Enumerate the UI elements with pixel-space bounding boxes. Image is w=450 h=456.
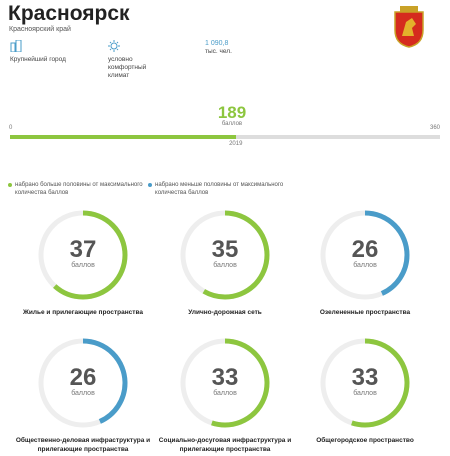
gauge-value: 33 <box>351 364 379 391</box>
gauge-value: 33 <box>211 364 239 391</box>
progress-bar <box>10 135 236 139</box>
year: 2019 <box>229 141 243 147</box>
gauge-ring <box>38 338 128 428</box>
progress-track <box>10 135 440 139</box>
legend-label: набрано больше половины от максимального… <box>15 182 143 196</box>
gauge: 35 баллов Улично-дорожная сеть <box>155 208 295 317</box>
fact-value: 1 090,8 <box>205 40 229 47</box>
gauge: 37 баллов Жилье и прилегающие пространства <box>13 208 153 317</box>
gauge-ring <box>180 210 270 300</box>
fact-label: условно комфортный климат <box>108 56 147 79</box>
gauge-label: Общественно-деловая инфраструктура и при… <box>15 437 151 453</box>
gauge-label: Жилье и прилегающие пространства <box>23 309 143 316</box>
region: Красноярский край <box>9 26 71 33</box>
gauge-arc <box>320 338 410 428</box>
icon-climate <box>108 40 120 52</box>
gauge-unit: баллов <box>213 262 237 269</box>
gauge-ring <box>38 210 128 300</box>
score-value: 189 <box>217 103 247 122</box>
legend-dot <box>8 183 12 187</box>
fact-label: Крупнейший город <box>10 56 66 63</box>
coat-of-arms <box>394 6 424 48</box>
gauge-value: 26 <box>69 364 97 391</box>
gauge-value: 35 <box>211 236 239 263</box>
gauge-value: 37 <box>69 236 97 263</box>
gauge: 33 баллов Социально-досуговая инфраструкту… <box>155 336 295 454</box>
gauge-unit: баллов <box>353 390 377 397</box>
gauge-arc <box>180 338 270 428</box>
gauge-unit: баллов <box>353 262 377 269</box>
fact: 1 090,8 тыс. чел. <box>205 40 285 56</box>
gauge-unit: баллов <box>71 262 95 269</box>
legend-label: набрано меньше половины от максимального… <box>155 182 284 196</box>
gauge-unit: баллов <box>71 390 95 397</box>
gauge: 26 баллов Озелененные пространства <box>295 208 435 317</box>
gauge-ring <box>320 210 410 300</box>
gauge-value: 26 <box>351 236 379 263</box>
score-unit: баллов <box>221 121 243 127</box>
gauge-label: Улично-дорожная сеть <box>188 309 262 316</box>
gauge: 26 баллов Общественно-деловая инфраструкту… <box>13 336 153 454</box>
fact-unit: тыс. чел. <box>205 48 232 55</box>
gauge-ring <box>180 338 270 428</box>
legend-item: набрано больше половины от максимального… <box>8 181 145 197</box>
gauge-arc <box>38 338 128 428</box>
gauge: 33 баллов Общегородское пространство <box>295 336 435 445</box>
gauge-arc <box>38 210 128 300</box>
gauge-label: Общегородское пространство <box>316 437 414 444</box>
score-max: 360 <box>429 125 440 131</box>
fact: Крупнейший город <box>10 40 90 64</box>
gauge-label: Озелененные пространства <box>319 309 411 316</box>
fact: условно комфортный климат <box>108 40 168 80</box>
icon-city <box>10 40 22 52</box>
legend-dot <box>148 183 152 187</box>
gauge-arc <box>320 210 410 300</box>
gauge-ring <box>320 338 410 428</box>
city-title: Красноярск <box>8 2 130 25</box>
gauge-arc <box>180 210 270 300</box>
score-min: 0 <box>9 125 13 131</box>
legend-item: набрано меньше половины от максимального… <box>148 181 285 197</box>
gauge-label: Социально-досуговая инфраструктура и при… <box>158 437 292 453</box>
gauge-unit: баллов <box>213 390 237 397</box>
